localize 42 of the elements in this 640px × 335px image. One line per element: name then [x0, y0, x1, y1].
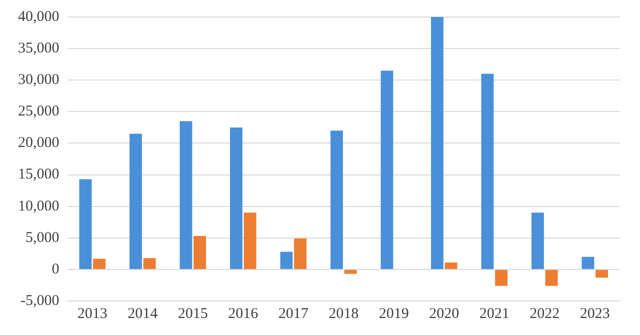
x-tick-label: 2018: [328, 306, 359, 322]
bar: [545, 270, 558, 286]
x-tick-label: 2023: [580, 306, 610, 322]
bar: [481, 74, 494, 269]
y-tick-label: 25,000: [18, 104, 60, 120]
bar: [582, 256, 594, 269]
y-tick-label: 15,000: [18, 166, 60, 183]
bar: [596, 270, 608, 278]
y-tick-label: 10,000: [18, 198, 60, 214]
bar: [129, 134, 142, 269]
bar: [380, 70, 394, 269]
x-tick-label: 2016: [228, 306, 259, 322]
bar: [495, 270, 508, 286]
y-tick-label: 5,000: [26, 230, 60, 246]
bar: [244, 212, 256, 269]
y-tick-label: 20,000: [18, 135, 60, 152]
bar: [430, 17, 444, 269]
x-tick-label: 2015: [178, 306, 208, 322]
x-tick-label: 2013: [77, 306, 108, 322]
y-tick-label: 40,000: [18, 8, 60, 25]
bar: [180, 121, 192, 269]
x-tick-label: 2019: [378, 306, 409, 322]
bar: [93, 258, 106, 269]
x-tick-label: 2017: [278, 306, 309, 322]
bar: [444, 262, 458, 269]
y-tick-label: 35,000: [18, 40, 60, 56]
bar: [531, 212, 544, 269]
bar: [330, 130, 343, 269]
x-tick-label: 2020: [429, 306, 460, 322]
y-tick-label: 0: [52, 261, 60, 278]
y-tick-label: 30,000: [18, 72, 60, 88]
bar: [143, 258, 156, 269]
x-tick-label: 2022: [530, 306, 560, 322]
x-tick-label: 2021: [479, 306, 510, 322]
bar: [194, 236, 206, 269]
bar: [294, 238, 307, 269]
bar: [230, 127, 242, 269]
x-tick-label: 2014: [128, 306, 158, 322]
bar: [79, 179, 92, 269]
bar: [344, 270, 357, 274]
y-tick-label: -5,000: [20, 292, 60, 309]
bar: [280, 252, 293, 269]
